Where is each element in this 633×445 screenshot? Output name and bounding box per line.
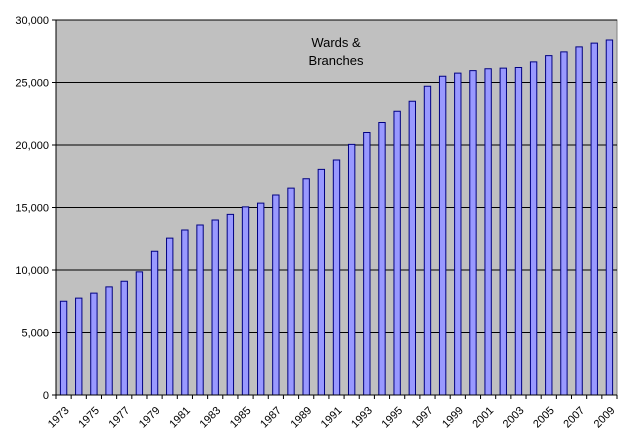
y-tick-label: 5,000 [21, 328, 49, 340]
y-tick-label: 30,000 [15, 15, 49, 27]
x-tick-label: 1973 [46, 405, 72, 431]
bar-1976 [105, 286, 113, 396]
x-tick-label: 2007 [561, 405, 587, 431]
bar-1991 [332, 159, 341, 396]
bar-1997 [423, 85, 432, 396]
bar-2008 [590, 42, 598, 396]
x-tick-label: 1977 [107, 405, 133, 431]
bar-1993 [363, 132, 371, 396]
annotation-line-2: Branches [309, 53, 364, 68]
bar-1974 [75, 297, 83, 396]
x-tick-label: 1991 [319, 405, 345, 431]
x-tick-label: 1985 [228, 405, 254, 431]
y-tick-label: 0 [43, 390, 49, 402]
bar-1985 [241, 206, 250, 396]
annotation-line-1: Wards & [311, 35, 361, 50]
x-tick-label: 1997 [410, 405, 436, 431]
bar-1987 [272, 194, 280, 396]
bar-1984 [226, 213, 235, 396]
bars [59, 39, 614, 396]
bar-1977 [120, 280, 128, 396]
bar-2007 [575, 46, 583, 396]
bar-2003 [514, 67, 523, 396]
bar-1973 [59, 300, 68, 396]
y-tick-label: 25,000 [15, 78, 49, 90]
bar-1994 [378, 122, 386, 396]
bar-1979 [150, 250, 159, 396]
gridlines [56, 19, 617, 333]
bar-2001 [484, 68, 492, 396]
bar-2009 [605, 39, 614, 396]
bar-1989 [302, 178, 310, 396]
bar-1990 [317, 168, 326, 396]
y-axis-ticks: 0 5,000 10,000 15,000 20,000 25,000 30,000 [15, 15, 56, 402]
bar-1988 [287, 187, 295, 396]
x-tick-label: 1995 [379, 405, 405, 431]
bar-1999 [454, 72, 462, 396]
x-tick-label: 1987 [258, 405, 284, 431]
x-tick-label: 1993 [349, 405, 375, 431]
x-tick-label: 2005 [531, 405, 557, 431]
y-tick-label: 20,000 [15, 140, 49, 152]
y-tick-label: 10,000 [15, 265, 49, 277]
bar-1978 [135, 271, 144, 396]
bar-2004 [529, 61, 538, 396]
bar-2000 [469, 70, 477, 396]
bar-1982 [196, 224, 204, 396]
x-tick-label: 1979 [137, 405, 163, 431]
x-tick-label: 1999 [440, 405, 466, 431]
x-tick-label: 1989 [288, 405, 314, 431]
bar-1998 [438, 75, 447, 396]
bar-2006 [560, 51, 568, 396]
x-axis-ticks: 1973 1975 1977 1979 1981 1983 1985 1987 1989 1991… [46, 395, 618, 430]
y-tick-label: 15,000 [15, 203, 49, 215]
x-tick-label: 2009 [592, 405, 618, 431]
bar-1992 [347, 143, 356, 396]
bar-1981 [181, 229, 189, 396]
bar-1995 [393, 110, 401, 396]
x-tick-label: 1983 [198, 405, 224, 431]
bar-1996 [408, 100, 416, 396]
x-tick-label: 1975 [76, 405, 102, 431]
x-tick-label: 2003 [501, 405, 527, 431]
bar-1975 [90, 292, 98, 396]
bar-1980 [166, 237, 174, 396]
bar-1983 [211, 219, 219, 396]
x-tick-label: 2001 [470, 405, 496, 431]
bar-1986 [257, 202, 265, 396]
x-tick-label: 1981 [167, 405, 193, 431]
bar-2002 [499, 67, 507, 396]
bar-2005 [545, 55, 553, 396]
